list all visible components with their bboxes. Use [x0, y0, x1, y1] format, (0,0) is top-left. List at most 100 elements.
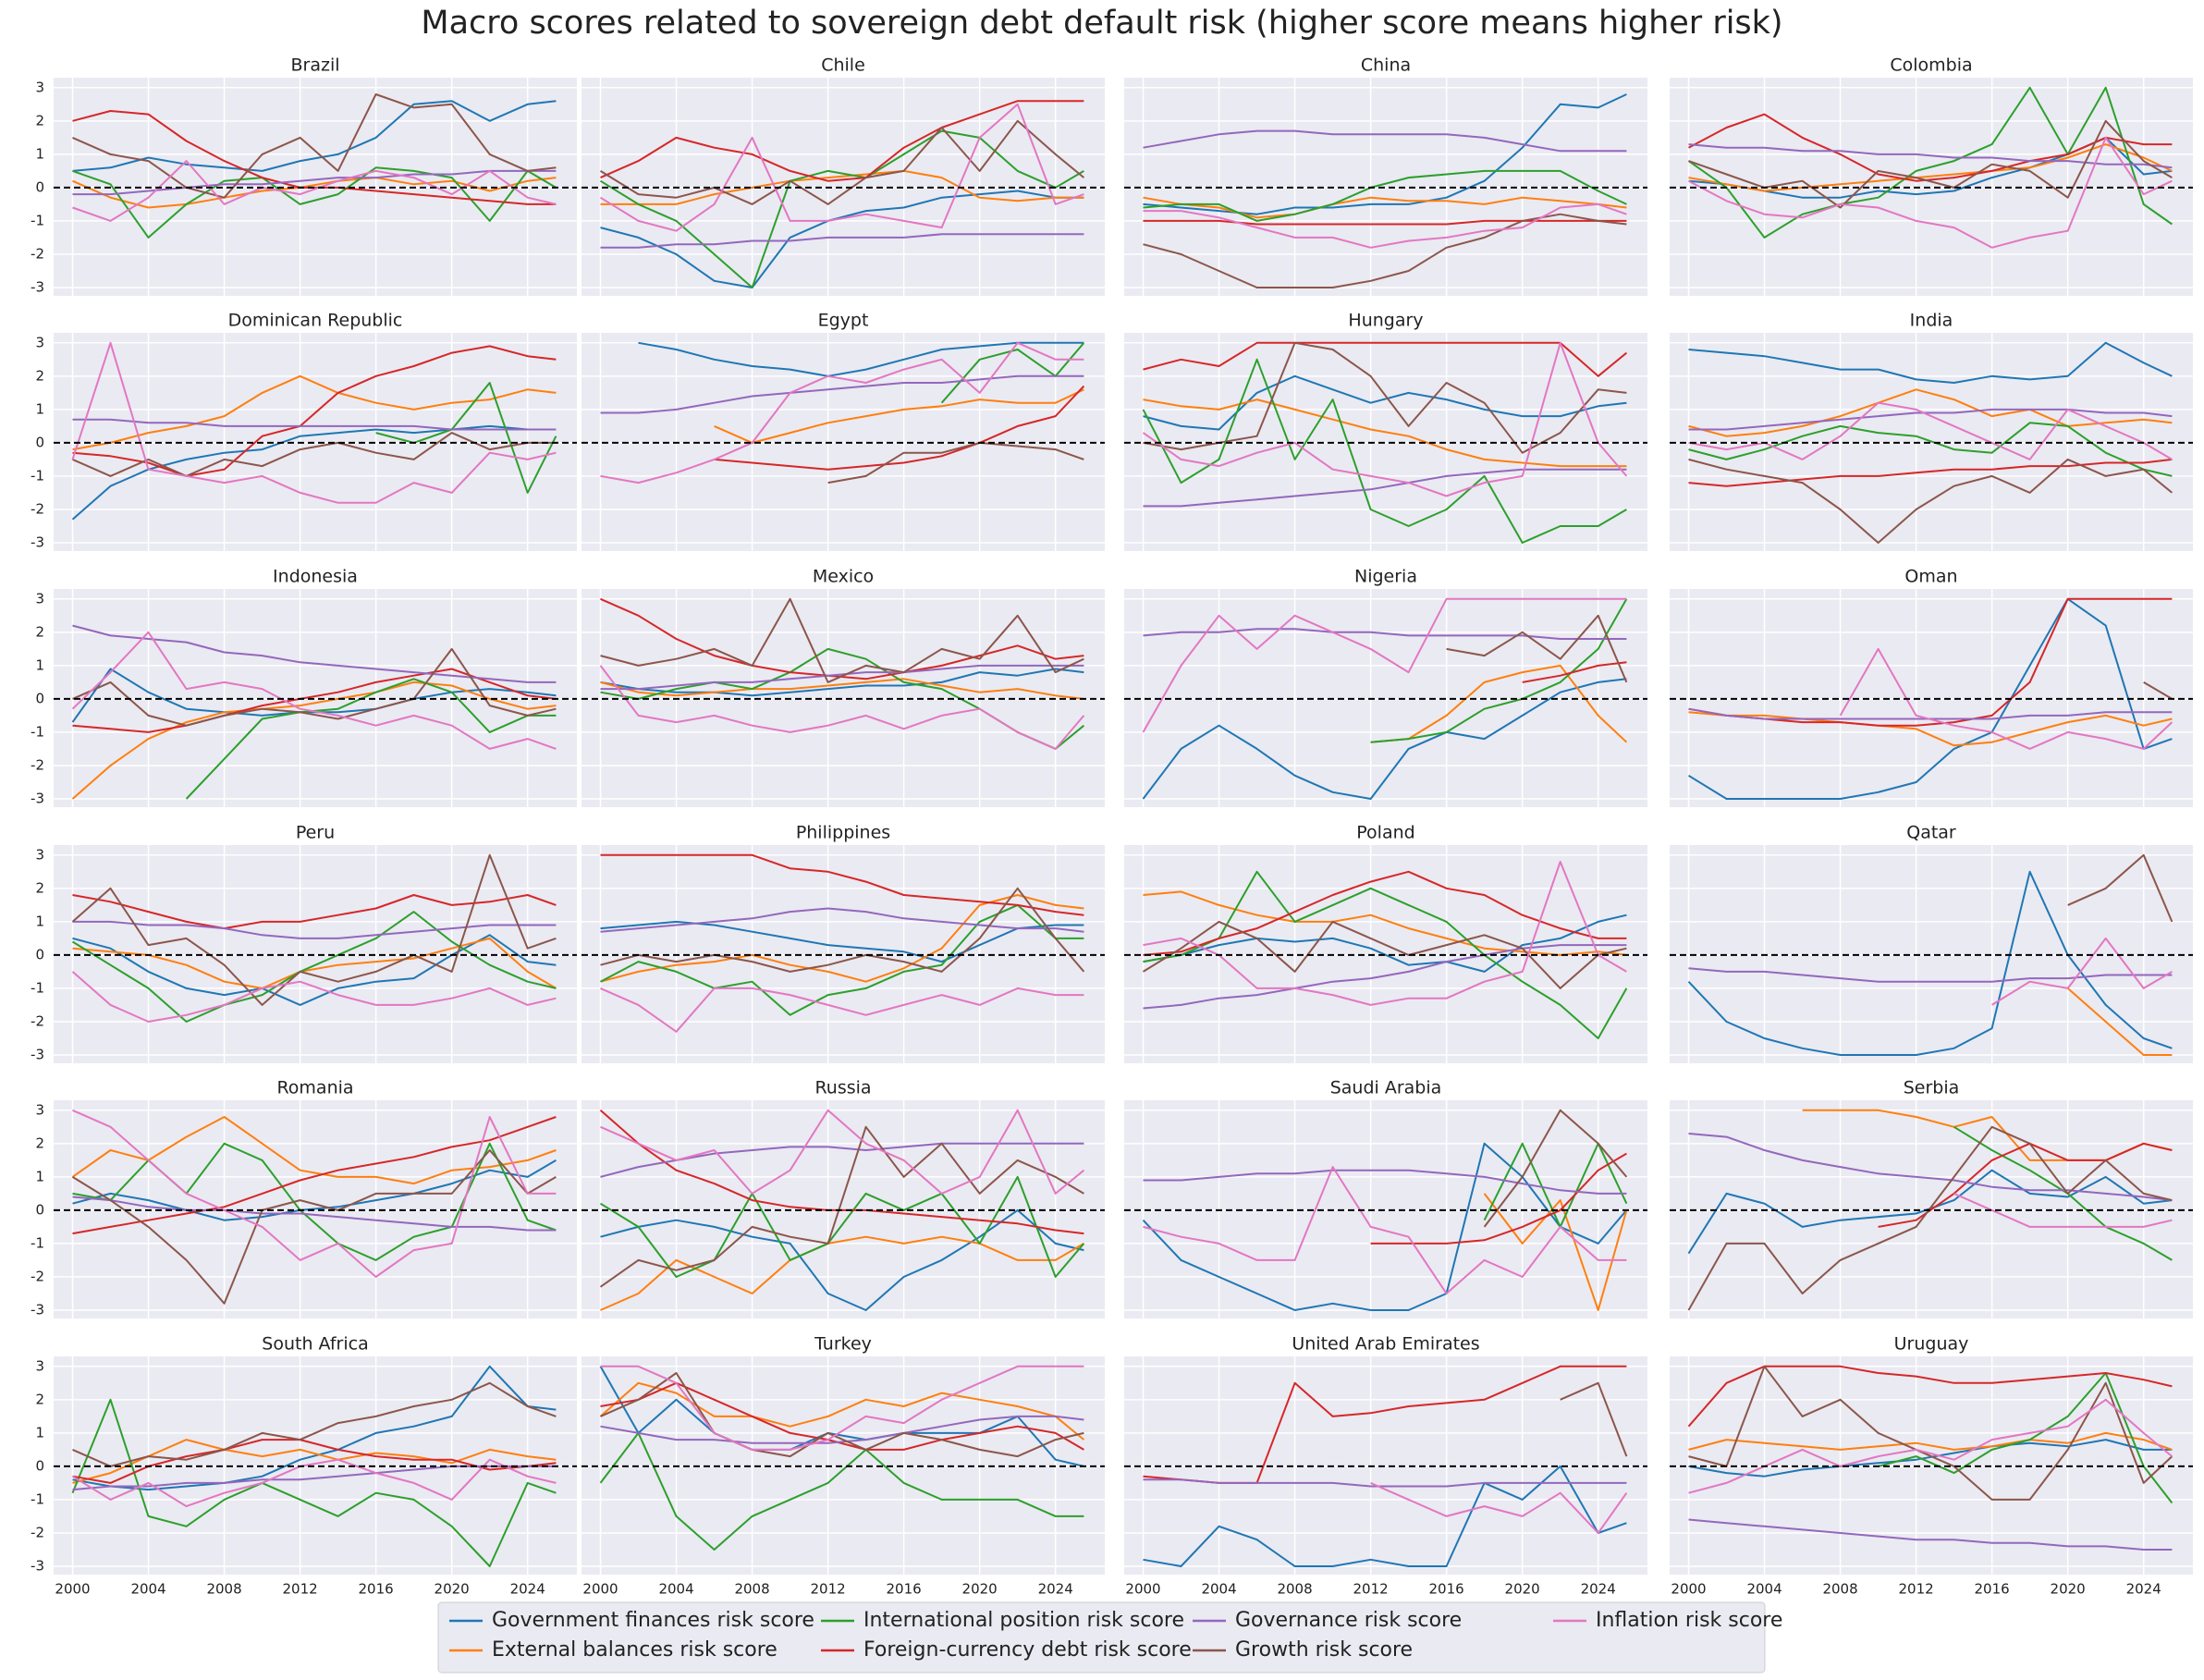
series-line — [72, 624, 557, 683]
series-line — [72, 166, 557, 239]
subplot-title: India — [1910, 311, 1953, 331]
series-line — [940, 342, 1085, 404]
series-line — [1143, 1166, 1627, 1294]
series-line — [600, 853, 1084, 916]
series-line — [1142, 1142, 1628, 1311]
series-line — [1688, 119, 2173, 209]
subplot-title: Indonesia — [273, 567, 358, 587]
series-line — [72, 920, 557, 939]
series-line — [600, 597, 1084, 681]
series-line — [600, 987, 1084, 1033]
series-line — [600, 907, 1084, 933]
series-line — [599, 1125, 1084, 1288]
series-line — [72, 1159, 557, 1221]
plot-area — [54, 333, 577, 551]
x-tick-label: 2020 — [435, 1581, 470, 1598]
series-line — [1688, 1398, 2173, 1494]
y-tick-label: 2 — [35, 1391, 44, 1407]
series-line — [600, 1365, 1084, 1451]
series-line — [71, 971, 557, 1023]
series-line — [1688, 1133, 2173, 1202]
series-line — [71, 1116, 557, 1185]
series-line — [1142, 597, 1627, 733]
series-line — [1560, 1381, 1628, 1457]
series-line — [2067, 853, 2173, 923]
series-line — [71, 911, 557, 1023]
series-line — [600, 341, 1084, 484]
figure-title: Macro scores related to sovereign debt d… — [421, 5, 1782, 42]
y-tick-label: -3 — [31, 1301, 44, 1318]
series-line — [71, 631, 557, 750]
y-tick-label: 1 — [35, 400, 44, 417]
subplot-title: Russia — [814, 1078, 871, 1098]
y-tick-label: 2 — [35, 879, 44, 896]
series-line — [599, 1366, 1084, 1467]
series-line — [600, 233, 1084, 249]
series-line — [72, 668, 557, 733]
subplot-title: Nigeria — [1354, 567, 1417, 587]
series-line — [1688, 707, 2173, 720]
x-tick-label: 2004 — [1201, 1581, 1236, 1598]
x-tick-label: 2004 — [130, 1581, 165, 1598]
y-tick-label: 3 — [35, 1357, 44, 1374]
series-line — [600, 100, 1084, 182]
series-line — [1991, 937, 2173, 1006]
subplot-title: Peru — [296, 823, 335, 843]
legend-label: Governance risk score — [1235, 1609, 1462, 1632]
series-line — [600, 678, 1084, 700]
plot-area — [582, 333, 1105, 551]
series-line — [1688, 143, 2173, 192]
subplot-title: China — [1361, 55, 1411, 76]
legend-label: International position risk score — [863, 1609, 1184, 1632]
series-line — [1370, 664, 1628, 743]
series-line — [2143, 681, 2173, 700]
subplot-title: Mexico — [813, 567, 874, 587]
series-line — [1687, 597, 2173, 800]
subplot-title: Hungary — [1348, 311, 1423, 331]
series-line — [1688, 1431, 2173, 1451]
series-line — [1143, 944, 1627, 1010]
series-line — [72, 1109, 557, 1278]
series-line — [72, 93, 557, 199]
y-tick-label: 2 — [35, 623, 44, 640]
y-tick-label: -1 — [31, 979, 44, 996]
legend-label: External balances risk score — [492, 1638, 778, 1662]
series-line — [1687, 1125, 2173, 1311]
series-line — [1143, 219, 1627, 226]
y-tick-label: -3 — [31, 278, 44, 295]
x-tick-label: 2024 — [1038, 1581, 1073, 1598]
x-tick-label: 2016 — [887, 1581, 922, 1598]
subplot-title: Uruguay — [1894, 1334, 1969, 1355]
legend-label: Foreign-currency debt risk score — [863, 1638, 1192, 1662]
y-tick-label: -3 — [31, 533, 44, 550]
series-line — [1688, 408, 2173, 431]
y-tick-label: 3 — [35, 590, 44, 607]
plot-area — [582, 78, 1105, 296]
series-line — [1142, 341, 1628, 497]
y-tick-label: -2 — [31, 245, 44, 262]
series-line — [1143, 341, 1627, 454]
series-line — [1143, 169, 1627, 222]
x-tick-label: 2000 — [582, 1581, 618, 1598]
series-line — [1688, 401, 2173, 460]
series-line — [72, 937, 557, 989]
series-line — [599, 665, 1085, 750]
series-line — [1878, 1372, 2173, 1504]
series-line — [1143, 870, 1628, 1039]
plot-area — [1670, 1356, 2193, 1575]
y-tick-label: -2 — [31, 1268, 44, 1284]
y-tick-label: 3 — [35, 846, 44, 863]
x-tick-label: 2016 — [1975, 1581, 2010, 1598]
y-tick-label: -1 — [31, 467, 44, 484]
series-line — [599, 1175, 1085, 1278]
series-line — [600, 668, 1084, 697]
series-line — [600, 903, 1084, 1016]
y-tick-label: 3 — [35, 1101, 44, 1118]
y-tick-label: 1 — [35, 1424, 44, 1441]
series-line — [71, 1398, 557, 1567]
legend-label: Inflation risk score — [1596, 1609, 1782, 1632]
x-tick-label: 2020 — [1505, 1581, 1540, 1598]
legend-box — [437, 1601, 1766, 1674]
subplot-title: United Arab Emirates — [1292, 1334, 1479, 1355]
y-tick-label: 0 — [35, 946, 44, 963]
